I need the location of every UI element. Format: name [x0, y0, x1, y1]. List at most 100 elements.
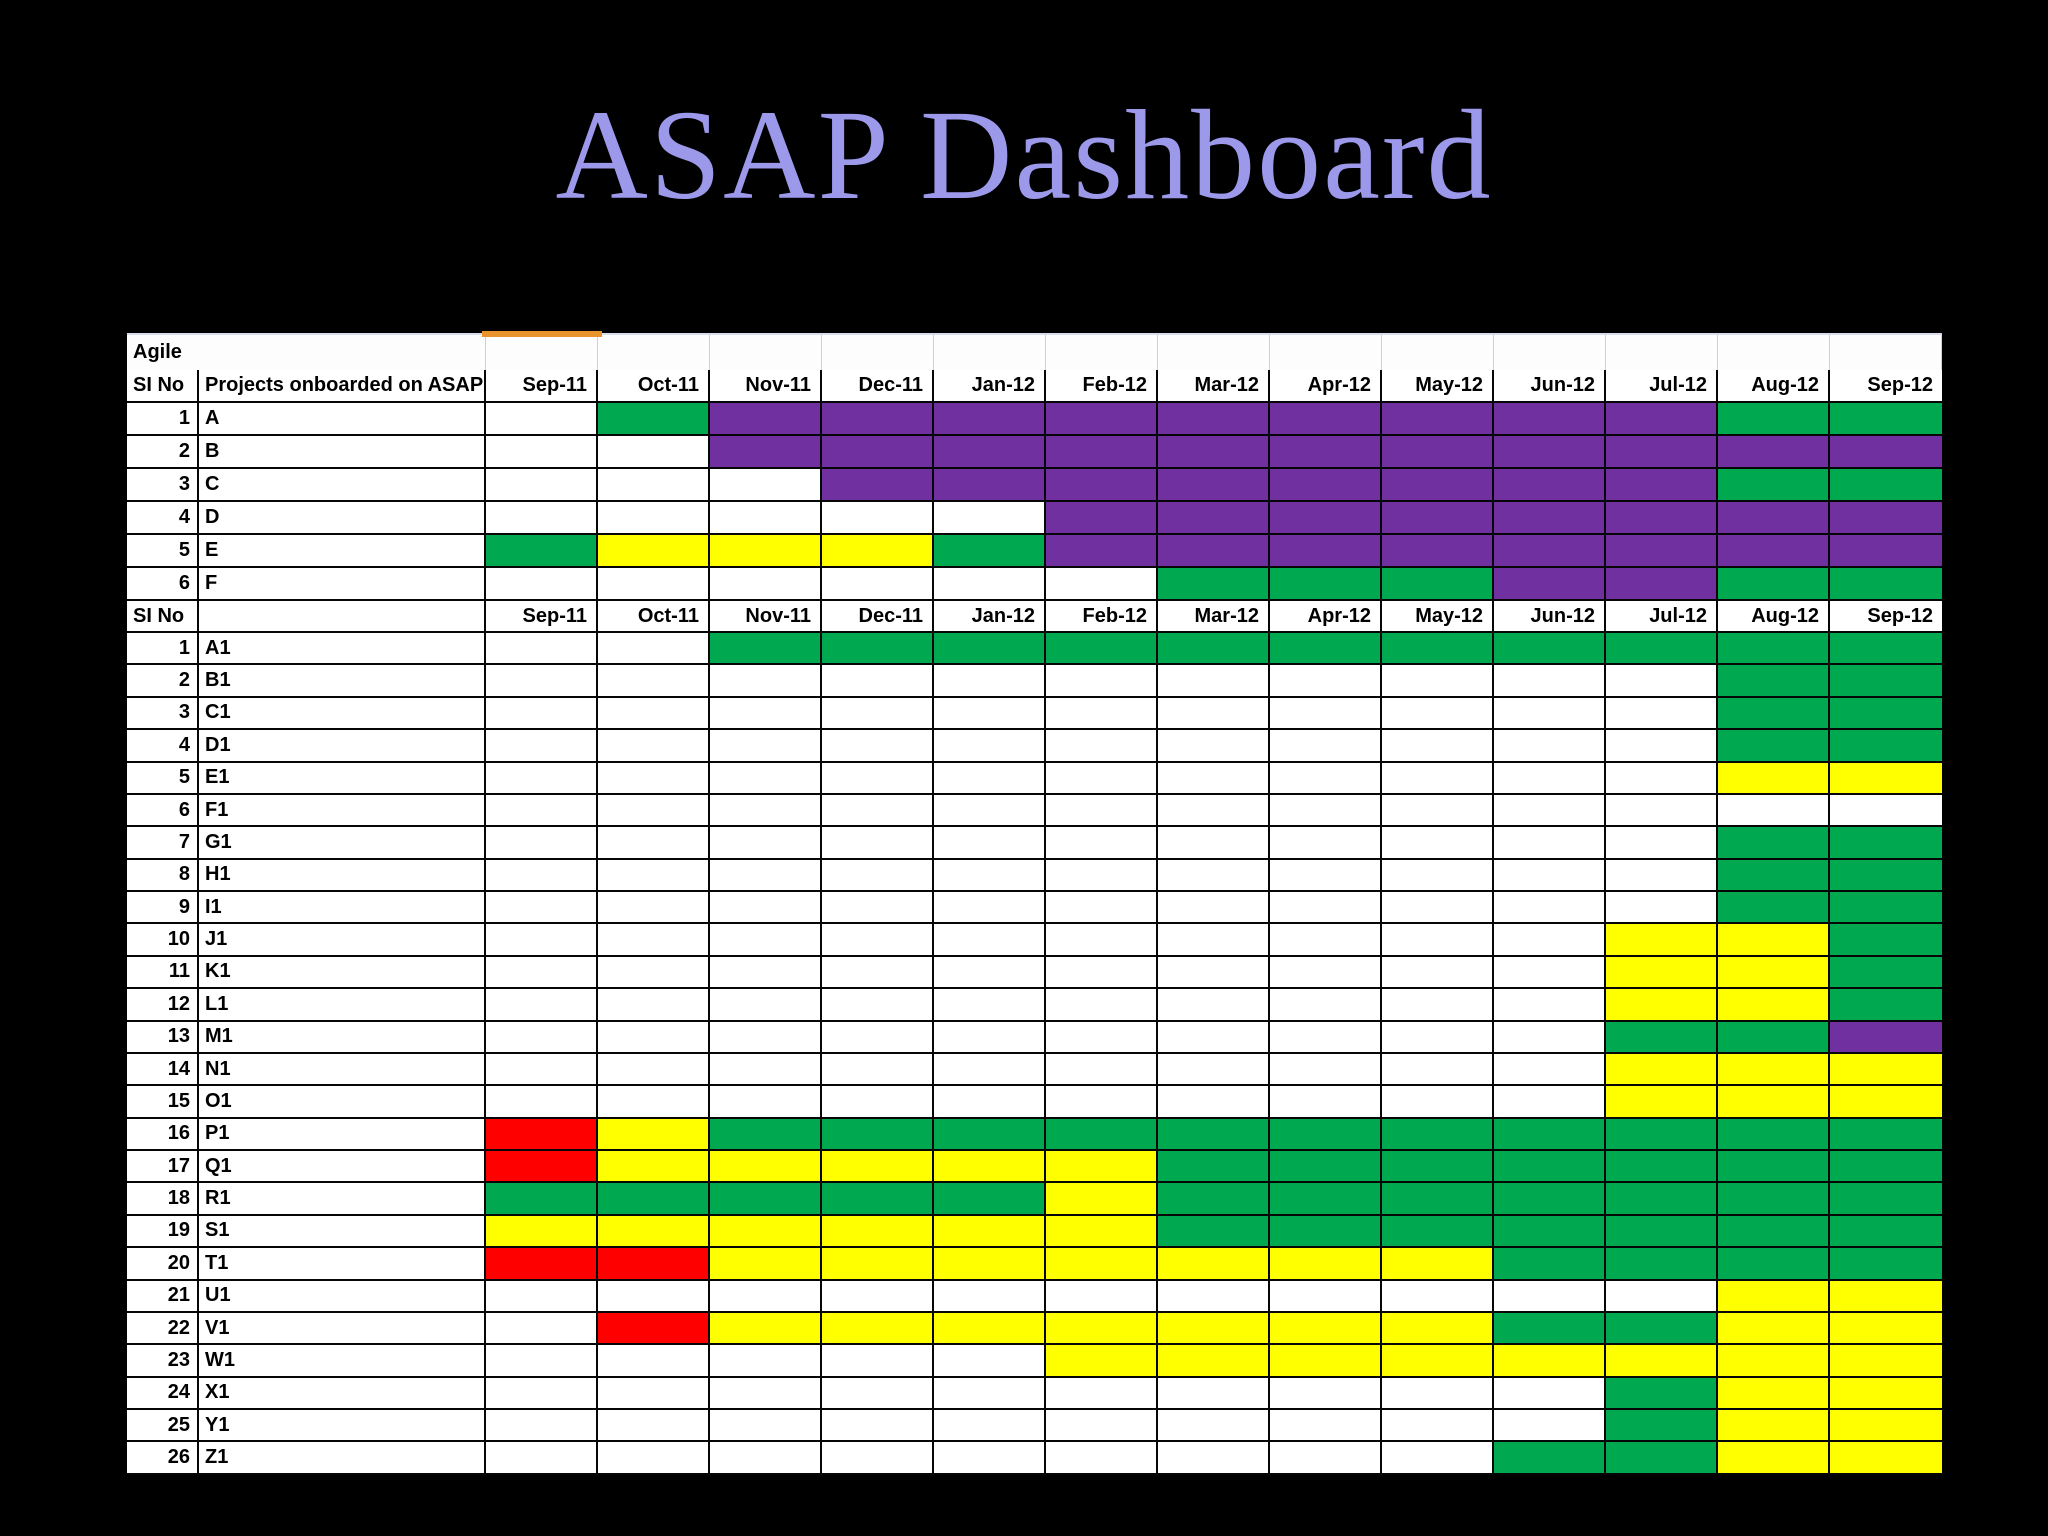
grid-cell[interactable] — [710, 1345, 822, 1378]
row-number[interactable]: 1 — [127, 633, 199, 666]
grid-cell[interactable] — [822, 989, 934, 1022]
row-project-label[interactable]: Y1 — [199, 1410, 486, 1443]
grid-cell[interactable] — [1046, 794, 1158, 828]
grid-cell[interactable] — [710, 1151, 822, 1184]
grid-cell[interactable] — [598, 665, 710, 698]
grid-cell[interactable] — [710, 1442, 822, 1475]
grid-cell[interactable] — [822, 568, 934, 601]
grid-cell[interactable] — [1270, 762, 1382, 795]
row-number[interactable]: 8 — [127, 859, 199, 892]
month-header[interactable]: Feb-12 — [1046, 370, 1158, 403]
grid-cell[interactable] — [1494, 762, 1606, 795]
grid-cell[interactable] — [598, 1053, 710, 1087]
grid-cell[interactable] — [1270, 502, 1382, 535]
grid-cell[interactable] — [1046, 892, 1158, 925]
grid-cell[interactable] — [1830, 697, 1942, 731]
grid-cell[interactable] — [1046, 436, 1158, 469]
grid-cell[interactable] — [1494, 535, 1606, 568]
grid-cell[interactable] — [598, 827, 710, 860]
grid-cell[interactable] — [1494, 730, 1606, 763]
grid-cell[interactable] — [1158, 633, 1270, 666]
grid-cell[interactable] — [486, 892, 598, 925]
grid-cell[interactable] — [934, 1086, 1046, 1119]
grid-cell[interactable] — [1718, 956, 1830, 990]
grid-cell[interactable] — [1494, 989, 1606, 1022]
grid-cell[interactable] — [1270, 1410, 1382, 1443]
grid-cell[interactable] — [1830, 1312, 1942, 1346]
grid-cell[interactable] — [598, 1280, 710, 1313]
grid-cell[interactable] — [598, 1021, 710, 1054]
grid-cell[interactable] — [598, 633, 710, 666]
grid-cell[interactable] — [486, 1086, 598, 1119]
grid-cell[interactable] — [1494, 794, 1606, 828]
grid-cell[interactable] — [1046, 1021, 1158, 1054]
grid-cell[interactable] — [934, 1280, 1046, 1313]
row-number[interactable]: 2 — [127, 436, 199, 469]
grid-cell[interactable] — [822, 436, 934, 469]
row-project-label[interactable]: M1 — [199, 1021, 486, 1054]
month-header[interactable]: Nov-11 — [710, 370, 822, 403]
grid-cell[interactable] — [934, 892, 1046, 925]
grid-cell[interactable] — [1718, 633, 1830, 666]
grid-cell[interactable] — [1158, 1215, 1270, 1249]
grid-cell[interactable] — [1046, 697, 1158, 731]
grid-cell[interactable] — [1494, 1151, 1606, 1184]
row-project-label[interactable]: A — [199, 403, 486, 436]
grid-cell[interactable] — [1158, 730, 1270, 763]
month-header[interactable]: Nov-11 — [710, 601, 822, 633]
grid-cell[interactable] — [1046, 535, 1158, 568]
grid-cell[interactable] — [710, 1053, 822, 1087]
grid-cell[interactable] — [1270, 1183, 1382, 1216]
grid-cell[interactable] — [1830, 1248, 1942, 1281]
grid-cell[interactable] — [1158, 1183, 1270, 1216]
row-number[interactable]: 26 — [127, 1442, 199, 1475]
grid-cell[interactable] — [1382, 1151, 1494, 1184]
grid-cell[interactable] — [710, 502, 822, 535]
grid-cell[interactable] — [710, 403, 822, 436]
grid-cell[interactable] — [934, 535, 1046, 568]
grid-cell[interactable] — [1830, 568, 1942, 601]
grid-cell[interactable] — [822, 1442, 934, 1475]
grid-cell[interactable] — [710, 1086, 822, 1119]
grid-cell[interactable] — [1046, 1053, 1158, 1087]
grid-cell[interactable] — [598, 568, 710, 601]
grid-cell[interactable] — [1046, 1248, 1158, 1281]
grid-cell[interactable] — [1046, 924, 1158, 957]
grid-cell[interactable] — [1382, 1183, 1494, 1216]
row-project-label[interactable]: C — [199, 469, 486, 502]
month-header[interactable]: Aug-12 — [1718, 370, 1830, 403]
month-header[interactable]: Aug-12 — [1718, 601, 1830, 633]
grid-cell[interactable] — [1494, 859, 1606, 892]
grid-cell[interactable] — [1046, 1410, 1158, 1443]
grid-cell[interactable] — [598, 892, 710, 925]
grid-cell[interactable] — [1494, 1215, 1606, 1249]
grid-cell[interactable] — [486, 859, 598, 892]
grid-cell[interactable] — [598, 989, 710, 1022]
grid-cell[interactable] — [1046, 1215, 1158, 1249]
grid-cell[interactable] — [934, 956, 1046, 990]
grid-cell[interactable] — [1718, 403, 1830, 436]
grid-cell[interactable] — [598, 403, 710, 436]
grid-cell[interactable] — [1830, 403, 1942, 436]
grid-cell[interactable] — [1046, 827, 1158, 860]
grid-cell[interactable] — [934, 1312, 1046, 1346]
grid-cell[interactable] — [1606, 827, 1718, 860]
grid-cell[interactable] — [1718, 697, 1830, 731]
grid-cell[interactable] — [710, 436, 822, 469]
grid-cell[interactable] — [1830, 762, 1942, 795]
grid-cell[interactable] — [710, 535, 822, 568]
grid-cell[interactable] — [1382, 436, 1494, 469]
grid-cell[interactable] — [1382, 1053, 1494, 1087]
grid-cell[interactable] — [486, 1215, 598, 1249]
grid-cell[interactable] — [1830, 827, 1942, 860]
grid-cell[interactable] — [598, 730, 710, 763]
grid-cell[interactable] — [1382, 469, 1494, 502]
grid-cell[interactable] — [1606, 665, 1718, 698]
grid-cell[interactable] — [822, 827, 934, 860]
row-number[interactable]: 7 — [127, 827, 199, 860]
grid-cell[interactable] — [486, 1118, 598, 1151]
grid-cell[interactable] — [934, 827, 1046, 860]
grid-cell[interactable] — [1158, 1151, 1270, 1184]
grid-cell[interactable] — [1270, 1312, 1382, 1346]
grid-cell[interactable] — [822, 1183, 934, 1216]
